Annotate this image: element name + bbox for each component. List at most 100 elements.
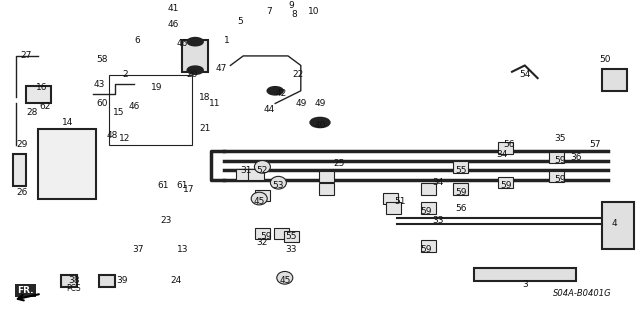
Text: 60: 60 [97,99,108,108]
Text: 13: 13 [177,245,188,254]
Text: 9: 9 [289,1,294,10]
Text: 24: 24 [170,277,182,286]
Text: 41: 41 [167,4,179,13]
Bar [13,154,26,186]
Text: 28: 28 [26,108,38,117]
Text: PCS: PCS [67,285,81,293]
Text: 61: 61 [157,182,169,190]
Text: 8: 8 [292,10,297,19]
Bar [38,129,96,198]
Bar [498,177,513,189]
Text: 49: 49 [295,99,307,108]
Text: 59: 59 [455,188,467,197]
Text: 57: 57 [589,140,601,149]
Text: 5: 5 [237,17,243,26]
Ellipse shape [254,160,270,173]
Text: 45: 45 [279,277,291,286]
Bar [549,152,564,163]
Circle shape [268,87,283,95]
Text: S04A-B0401G: S04A-B0401G [553,289,612,298]
Text: 1: 1 [225,36,230,45]
Text: 22: 22 [292,70,303,79]
Text: 54: 54 [519,70,531,79]
Ellipse shape [252,192,268,205]
Text: 36: 36 [570,153,582,162]
Text: 48: 48 [106,131,118,140]
Text: 26: 26 [17,188,28,197]
Text: 43: 43 [93,80,105,89]
Bar [421,241,436,252]
Text: 16: 16 [36,83,47,92]
Text: 50: 50 [599,55,611,63]
Text: 61: 61 [177,182,188,190]
Text: 31: 31 [241,166,252,174]
Text: 59: 59 [554,175,566,184]
Text: 38: 38 [68,277,79,286]
Bar [182,40,208,72]
Bar [602,69,627,91]
Bar [383,193,398,204]
Text: 15: 15 [113,108,124,117]
Bar [421,202,436,214]
Text: 42: 42 [276,89,287,99]
Text: 21: 21 [199,124,211,133]
Text: 53: 53 [273,182,284,190]
Text: 37: 37 [132,245,143,254]
Text: 51: 51 [394,197,406,206]
Text: 33: 33 [285,245,297,254]
Text: 10: 10 [308,7,319,16]
Ellipse shape [277,271,293,284]
Text: 56: 56 [455,204,467,212]
Text: 59: 59 [260,232,271,241]
Text: 4: 4 [612,219,617,228]
Bar [386,202,401,214]
Bar [255,190,270,201]
Text: 40: 40 [314,121,326,130]
Text: 33: 33 [433,216,444,225]
Bar [453,161,468,173]
Text: 35: 35 [554,134,566,143]
Text: 12: 12 [119,134,131,143]
Ellipse shape [270,176,287,189]
Bar [319,183,334,195]
Text: 59: 59 [420,207,431,216]
Text: 39: 39 [116,277,127,286]
Text: 55: 55 [455,166,467,174]
Bar [549,171,564,182]
Bar [274,228,289,239]
Text: 52: 52 [257,166,268,174]
Text: 59: 59 [420,245,431,254]
Text: 62: 62 [39,102,51,111]
Text: 7: 7 [266,7,271,16]
Text: 20: 20 [186,70,198,79]
Circle shape [310,118,330,127]
Text: 32: 32 [257,238,268,248]
Text: 46: 46 [167,20,179,29]
Text: 29: 29 [17,140,28,149]
Text: 45: 45 [253,197,265,206]
Text: 27: 27 [20,51,31,60]
Text: 3: 3 [522,280,527,289]
Bar [602,202,634,249]
Bar [453,183,468,195]
Bar [319,171,334,182]
Text: 46: 46 [177,39,188,48]
Text: 58: 58 [97,55,108,63]
Text: 59: 59 [554,156,566,165]
Bar [99,275,115,287]
Text: 46: 46 [129,102,140,111]
Bar [284,231,299,242]
Text: 59: 59 [500,182,511,190]
Text: 2: 2 [122,70,127,79]
Text: 25: 25 [333,159,345,168]
Text: 14: 14 [61,118,73,127]
Bar [498,142,513,153]
Bar [255,228,270,239]
Bar [61,275,77,287]
Text: 34: 34 [497,150,508,159]
Text: 34: 34 [433,178,444,187]
Text: 6: 6 [135,36,140,45]
Bar [236,169,251,181]
Text: 19: 19 [151,83,163,92]
Text: 17: 17 [183,185,195,194]
